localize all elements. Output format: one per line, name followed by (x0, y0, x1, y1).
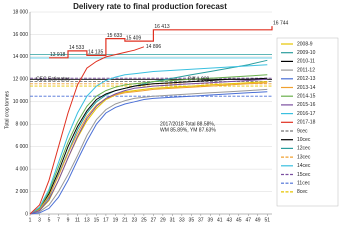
annotation: CEC Estimates (36, 76, 70, 82)
forecast-label: 16 413 (154, 24, 170, 30)
y-tick-label: 14 000 (13, 54, 29, 60)
x-tick-label: 33 (179, 217, 185, 223)
y-tick-label: 12 000 (13, 77, 29, 83)
series-line (29, 74, 268, 215)
legend-label: 15cec (297, 172, 311, 178)
x-tick-label: 49 (255, 217, 261, 223)
y-tick-label: 18 000 (13, 9, 29, 15)
y-tick-label: 8 000 (15, 122, 28, 128)
legend-label: 9cec (297, 128, 308, 134)
series-line (29, 77, 268, 215)
legend-label: 2011-12 (297, 67, 315, 73)
series-line (29, 82, 268, 215)
series-line (29, 64, 268, 215)
y-tick-label: 16 000 (13, 32, 29, 38)
x-tick-label: 17 (103, 217, 109, 223)
forecast-label: 16 744 (273, 20, 289, 26)
x-tick-label: 5 (48, 217, 51, 223)
legend-label: 8cec (297, 189, 308, 195)
series-line (29, 78, 268, 215)
legend-label: 2016-17 (297, 111, 316, 117)
annotation: Diff 1 909 (188, 76, 210, 82)
x-tick-label: 1 (29, 217, 32, 223)
legend-label: 2014-15 (297, 94, 316, 100)
legend-label: 13cec (297, 154, 311, 160)
x-tick-label: 19 (113, 217, 119, 223)
x-tick-label: 41 (217, 217, 223, 223)
x-tick-label: 39 (208, 217, 214, 223)
annotation: WM 85.89%, YM 87.63% (160, 127, 216, 133)
series-line (29, 91, 268, 215)
legend-label: 14cec (297, 163, 311, 169)
x-tick-label: 25 (141, 217, 147, 223)
x-tick-label: 23 (132, 217, 138, 223)
x-tick-label: 45 (236, 217, 242, 223)
forecast-label: 14 533 (69, 45, 85, 51)
forecast-label: 15 633 (107, 33, 123, 39)
legend-label: 11cec (297, 181, 310, 187)
x-tick-label: 21 (122, 217, 128, 223)
y-axis-label: Total crop tonnes (4, 90, 10, 129)
x-tick-label: 27 (151, 217, 157, 223)
x-tick-label: 37 (198, 217, 204, 223)
x-tick-label: 3 (38, 217, 41, 223)
legend-label: 2017-18 (297, 120, 316, 126)
legend-label: 2008-9 (297, 41, 313, 47)
legend-label: 2015-16 (297, 102, 316, 108)
x-tick-label: 15 (94, 217, 100, 223)
forecast-label: 15 409 (126, 35, 142, 41)
x-tick-label: 43 (227, 217, 233, 223)
x-tick-label: 51 (264, 217, 270, 223)
forecast-line (49, 26, 273, 59)
x-tick-label: 29 (160, 217, 166, 223)
legend-label: 10cec (297, 137, 311, 143)
legend-label: 2010-11 (297, 59, 315, 65)
legend-label: 2009-10 (297, 50, 316, 56)
forecast-label: 13 918 (50, 52, 66, 58)
x-tick-label: 31 (170, 217, 176, 223)
y-tick-label: 0 (25, 211, 28, 217)
x-tick-label: 35 (189, 217, 195, 223)
end-label: 14 896 (146, 44, 162, 50)
y-tick-label: 2 000 (15, 189, 28, 195)
series-line (29, 46, 145, 215)
chart-title: Delivery rate to final production foreca… (73, 2, 227, 11)
y-tick-label: 10 000 (13, 99, 29, 105)
x-tick-label: 47 (245, 217, 251, 223)
legend-label: 2013-14 (297, 85, 316, 91)
annotation: 2017/2018 Total 88.58%, (160, 121, 215, 127)
legend-label: 12cec (297, 146, 311, 152)
legend-label: 2012-13 (297, 76, 316, 82)
forecast-label: 14 135 (88, 50, 104, 56)
x-tick-label: 13 (84, 217, 90, 223)
series-line (29, 88, 268, 215)
x-tick-label: 11 (75, 217, 80, 223)
y-tick-label: 6 000 (15, 144, 28, 150)
y-tick-label: 4 000 (15, 166, 28, 172)
x-tick-label: 7 (57, 217, 60, 223)
chart: Delivery rate to final production foreca… (4, 2, 339, 223)
x-tick-label: 9 (67, 217, 70, 223)
